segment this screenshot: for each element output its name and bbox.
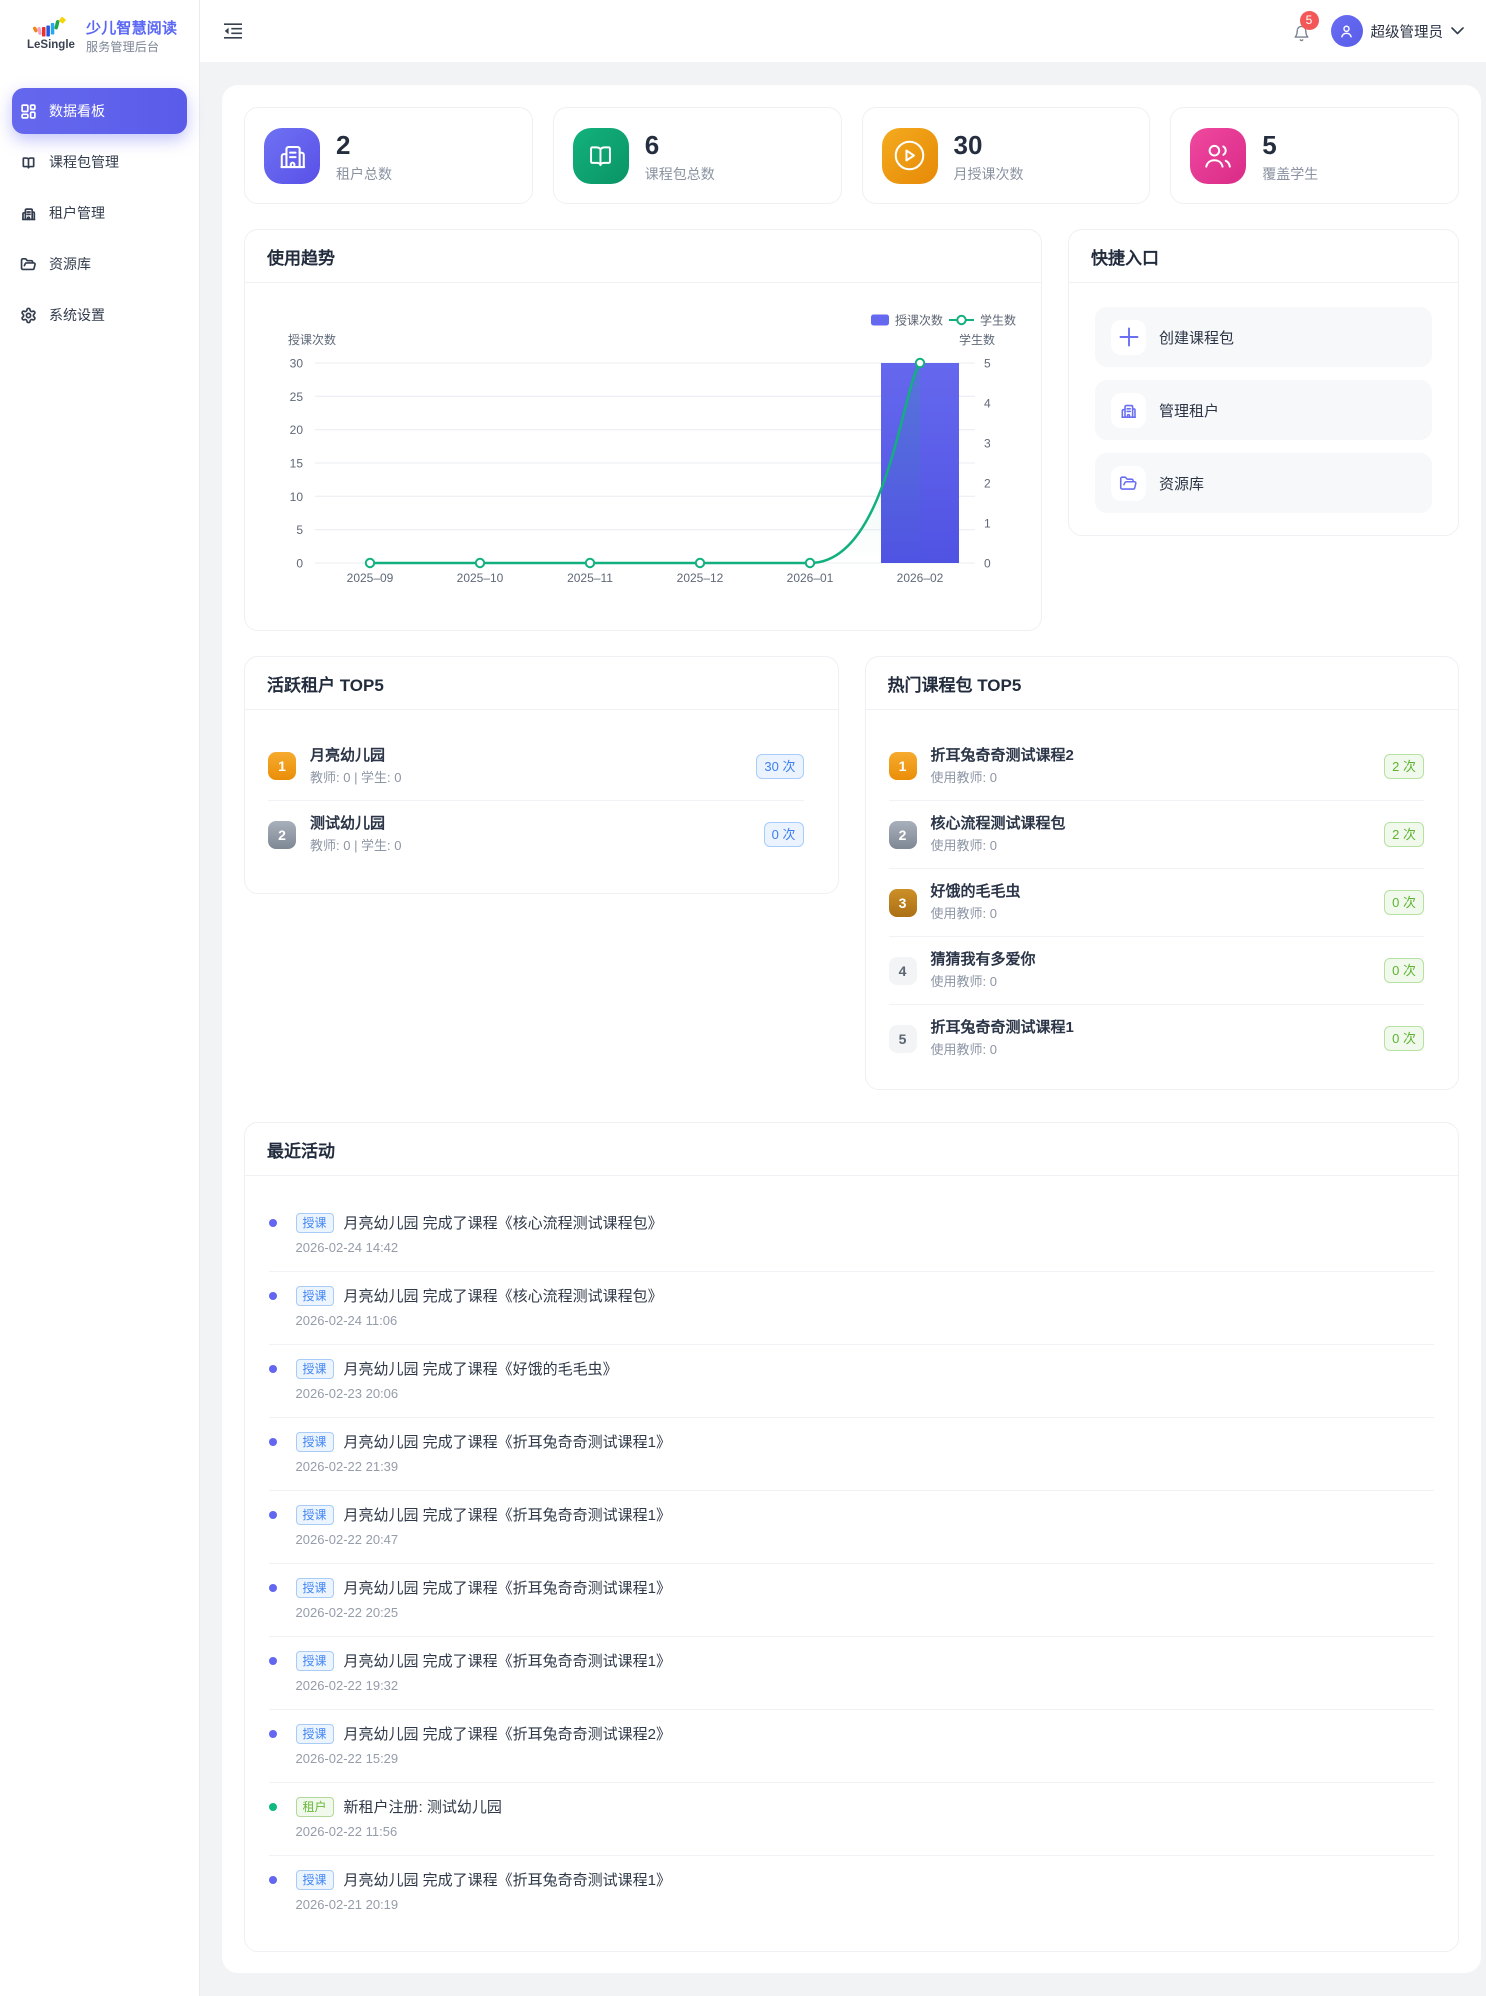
svg-text:2025–09: 2025–09 xyxy=(347,571,394,585)
svg-text:30: 30 xyxy=(290,357,304,371)
svg-text:2025–11: 2025–11 xyxy=(567,571,613,585)
svg-text:2025–10: 2025–10 xyxy=(457,571,504,585)
svg-text:10: 10 xyxy=(290,490,304,504)
svg-text:3: 3 xyxy=(984,437,991,451)
svg-text:1: 1 xyxy=(984,517,991,531)
svg-text:学生数: 学生数 xyxy=(980,313,1016,328)
svg-text:5: 5 xyxy=(984,357,991,371)
svg-text:2025–12: 2025–12 xyxy=(677,571,724,585)
svg-text:0: 0 xyxy=(984,557,991,571)
svg-text:2026–01: 2026–01 xyxy=(787,571,834,585)
svg-text:授课次数: 授课次数 xyxy=(895,313,943,328)
svg-text:4: 4 xyxy=(984,397,991,411)
svg-text:20: 20 xyxy=(290,423,304,437)
svg-text:5: 5 xyxy=(296,523,303,537)
svg-text:学生数: 学生数 xyxy=(959,332,995,347)
svg-text:2: 2 xyxy=(984,477,991,491)
svg-text:15: 15 xyxy=(290,457,304,471)
svg-text:授课次数: 授课次数 xyxy=(288,332,336,347)
svg-text:25: 25 xyxy=(290,390,304,404)
svg-text:0: 0 xyxy=(296,557,303,571)
svg-text:2026–02: 2026–02 xyxy=(897,571,944,585)
